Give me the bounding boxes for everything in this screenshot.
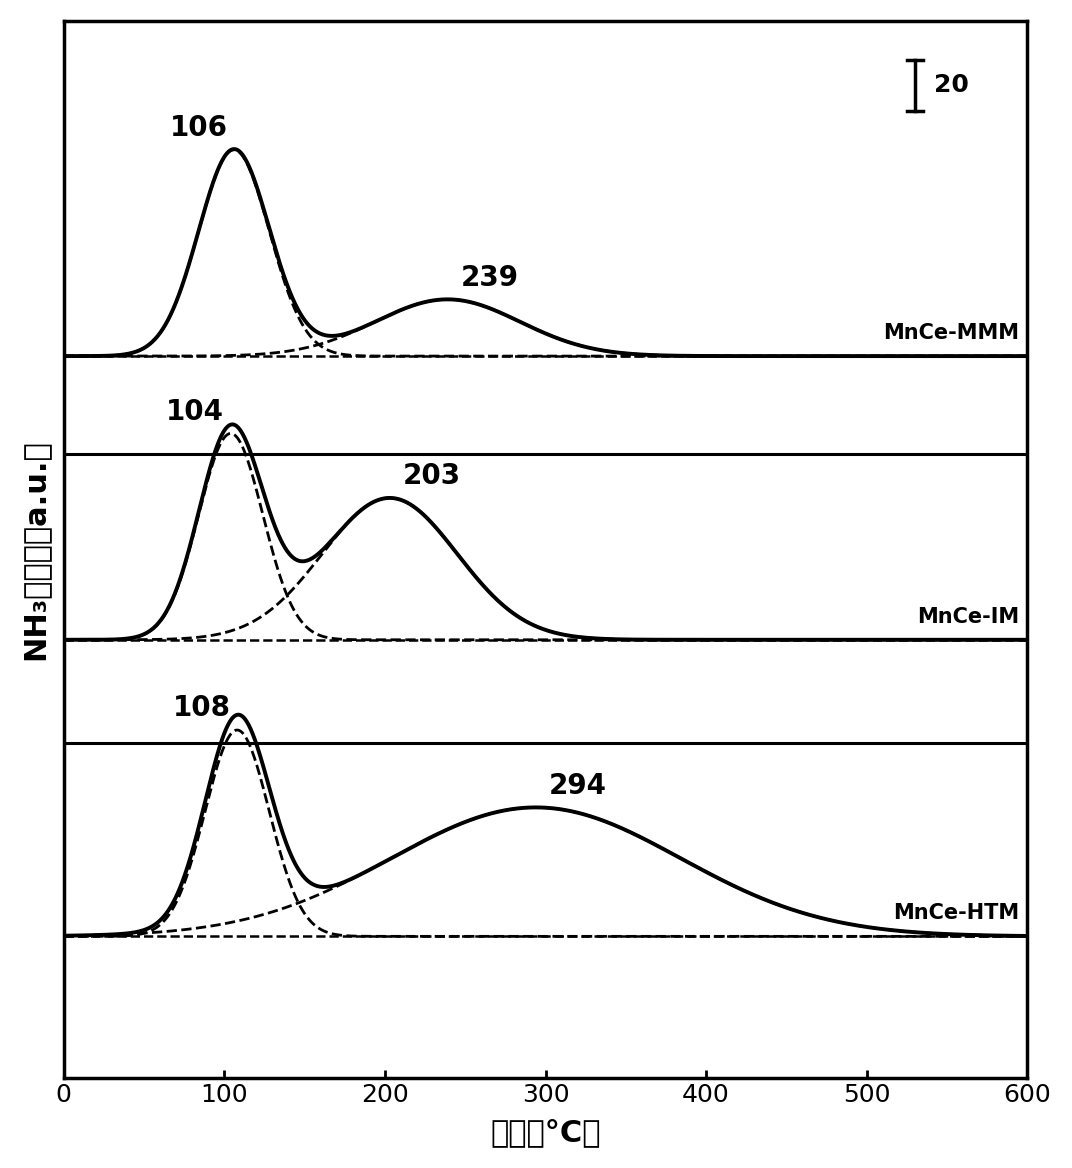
Text: 239: 239	[460, 264, 519, 292]
Text: 106: 106	[169, 114, 227, 142]
Text: MnCe-HTM: MnCe-HTM	[893, 904, 1019, 924]
Text: MnCe-MMM: MnCe-MMM	[883, 324, 1019, 343]
X-axis label: 温度（°C）: 温度（°C）	[490, 1118, 600, 1147]
Text: 108: 108	[173, 694, 230, 722]
Text: 203: 203	[403, 463, 461, 491]
Text: MnCe-IM: MnCe-IM	[918, 607, 1019, 627]
Text: 104: 104	[166, 398, 224, 425]
Y-axis label: NH₃脱附量（a.u.）: NH₃脱附量（a.u.）	[20, 439, 49, 660]
Text: 294: 294	[549, 772, 607, 800]
Text: 20: 20	[934, 74, 969, 97]
